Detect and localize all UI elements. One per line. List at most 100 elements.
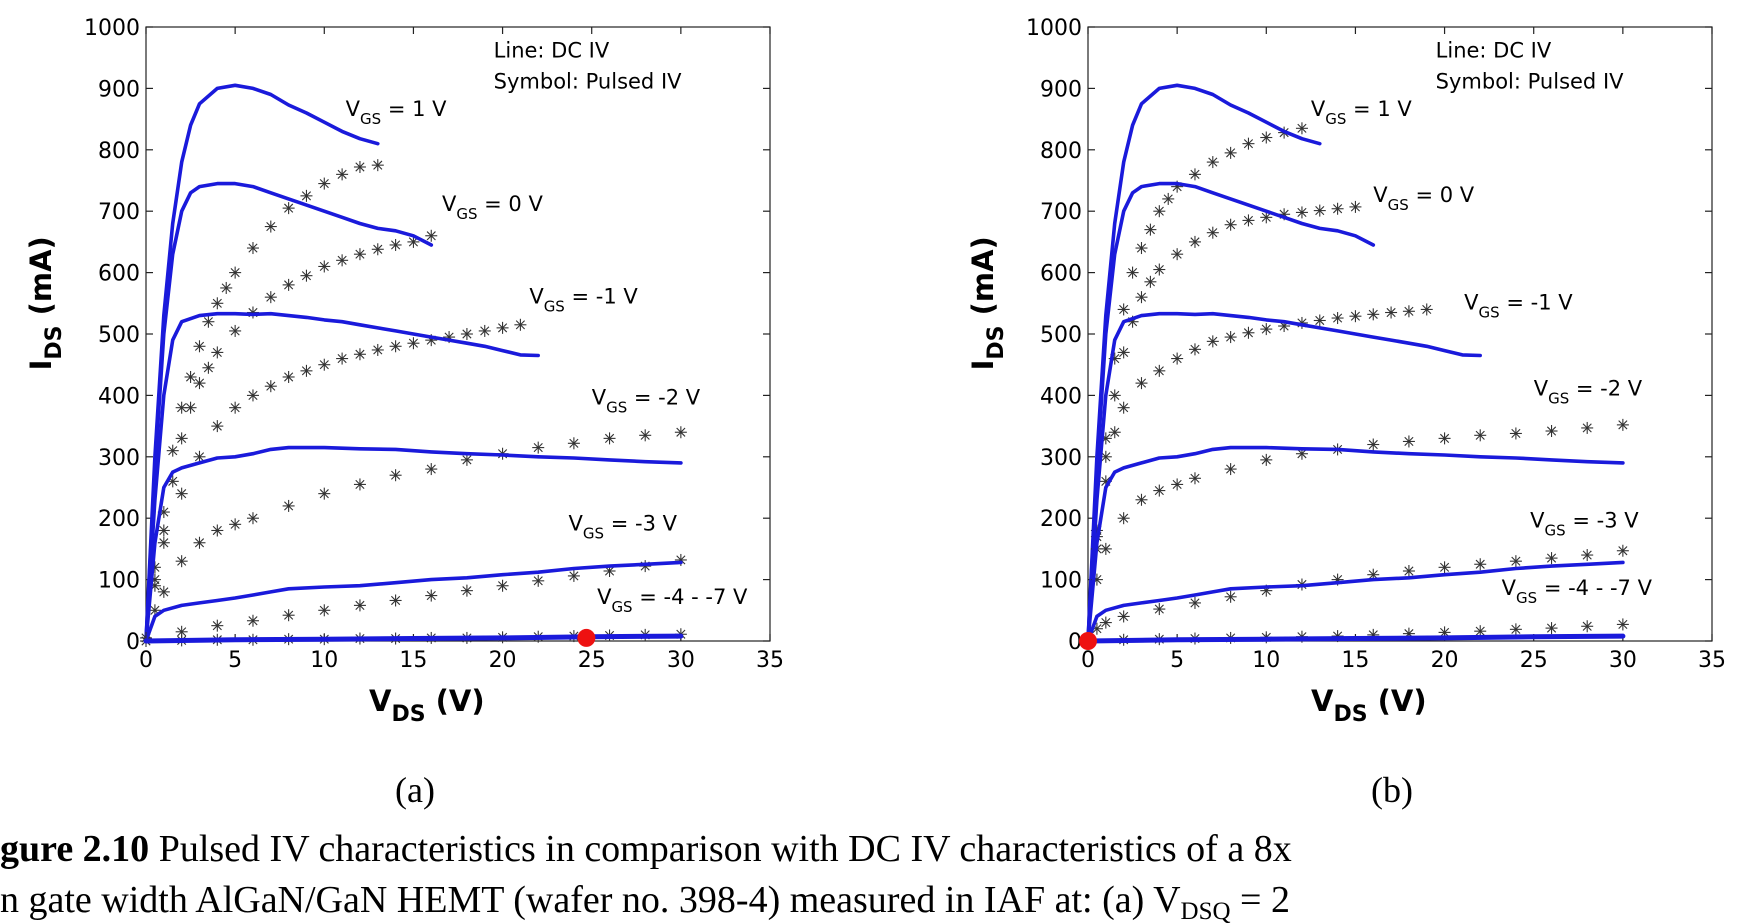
pulsed-point xyxy=(353,599,366,612)
pulsed-point-stroke xyxy=(266,381,276,391)
pulsed-point xyxy=(1260,453,1273,466)
vgs-annotation: VGS = 1 V xyxy=(1311,97,1413,128)
vgs-annotation-v: V xyxy=(597,585,612,609)
legend-text: Line: DC IV xyxy=(1436,39,1552,63)
pulsed-point xyxy=(1135,291,1148,304)
pulsed-point-stroke xyxy=(1101,476,1111,486)
pulsed-point xyxy=(1188,596,1201,609)
pulsed-point-stroke xyxy=(515,320,525,330)
pulsed-point-stroke xyxy=(301,271,312,281)
y-tick-label: 300 xyxy=(98,446,140,471)
pulsed-point xyxy=(1117,512,1130,525)
quiescent-point-marker xyxy=(1079,632,1097,650)
pulsed-point-stroke xyxy=(266,221,276,232)
y-tick-label: 500 xyxy=(1040,323,1082,348)
y-axis-label-unit: (mA) xyxy=(24,236,58,325)
x-axis-label-sub: DS xyxy=(1333,702,1367,727)
pulsed-point-stroke xyxy=(1110,390,1120,400)
pulsed-point-stroke xyxy=(1127,268,1138,278)
pulsed-point-stroke xyxy=(1119,304,1129,315)
pulsed-point-stroke xyxy=(462,586,472,596)
pulsed-point-stroke xyxy=(230,403,240,413)
pulsed-point-stroke xyxy=(301,366,312,376)
pulsed-point-stroke xyxy=(248,243,258,253)
dc-line xyxy=(1086,560,1625,643)
vgs-annotation-v: V xyxy=(569,511,584,535)
y-tick-label: 700 xyxy=(1040,200,1082,225)
pulsed-point xyxy=(246,389,259,402)
pulsed-point-stroke xyxy=(1136,495,1147,505)
pulsed-point-stroke xyxy=(266,292,276,302)
pulsed-point xyxy=(1224,590,1237,603)
vgs-annotation-sub: GS xyxy=(1548,389,1569,407)
pulsed-point-stroke xyxy=(248,390,258,400)
pulsed-point xyxy=(1545,425,1558,438)
series--4-7-V xyxy=(1082,618,1629,647)
pulsed-point xyxy=(318,358,331,371)
y-tick-label: 400 xyxy=(98,384,140,409)
pulsed-point xyxy=(229,266,242,279)
pulsed-point xyxy=(1188,472,1201,485)
pulsed-point xyxy=(1126,266,1139,279)
pulsed-point-stroke xyxy=(203,363,213,373)
pulsed-point xyxy=(229,324,242,337)
pulsed-point-stroke xyxy=(1475,559,1485,569)
pulsed-point xyxy=(1581,421,1594,434)
panel-label-a: (a) xyxy=(395,770,435,810)
pulsed-point xyxy=(264,380,277,393)
pulsed-point-stroke xyxy=(1582,423,1592,433)
pulsed-point xyxy=(1367,438,1380,451)
pulsed-point xyxy=(1224,331,1237,344)
pulsed-point-stroke xyxy=(1136,378,1147,388)
vgs-annotation: VGS = 0 V xyxy=(442,192,544,223)
vgs-annotation-sub: GS xyxy=(1545,521,1566,539)
pulsed-point-stroke xyxy=(373,160,383,170)
pulsed-point-stroke xyxy=(676,427,686,437)
pulsed-point-stroke xyxy=(1439,562,1450,572)
pulsed-point xyxy=(264,291,277,304)
pulsed-point-stroke xyxy=(284,280,294,290)
pulsed-point xyxy=(246,242,259,255)
pulsed-point-stroke xyxy=(426,464,436,474)
dc-line xyxy=(144,83,380,643)
pulsed-point xyxy=(336,254,349,267)
pulsed-point-stroke xyxy=(1154,206,1164,216)
x-axis-label: VDS (V) xyxy=(369,684,485,727)
pulsed-point xyxy=(1331,312,1344,325)
pulsed-point-stroke xyxy=(230,519,240,529)
pulsed-point xyxy=(389,340,402,353)
pulsed-point xyxy=(1295,206,1308,219)
pulsed-point-stroke xyxy=(1297,449,1307,459)
pulsed-point xyxy=(1099,542,1112,555)
y-tick-label: 1000 xyxy=(1026,16,1082,41)
y-axis-label: IDS (mA) xyxy=(24,236,67,370)
pulsed-point xyxy=(514,318,527,331)
pulsed-point xyxy=(282,278,295,291)
pulsed-point-stroke xyxy=(1190,473,1200,483)
pulsed-point-stroke xyxy=(1226,220,1236,230)
pulsed-point-stroke xyxy=(355,479,365,490)
pulsed-point xyxy=(425,229,438,242)
pulsed-point-stroke xyxy=(1404,436,1414,447)
y-tick-label: 700 xyxy=(98,200,140,225)
pulsed-point xyxy=(193,536,206,549)
y-tick-label: 0 xyxy=(1068,630,1082,655)
vgs-annotation-v: V xyxy=(346,97,361,121)
series--1-V xyxy=(1086,303,1482,643)
dc-line xyxy=(144,311,541,643)
pulsed-point-stroke xyxy=(426,231,436,241)
pulsed-point-stroke xyxy=(1172,249,1182,259)
pulsed-point-stroke xyxy=(1582,621,1592,631)
pulsed-point-stroke xyxy=(1154,264,1164,275)
caption-line-1-text: Pulsed IV characteristics in comparison … xyxy=(149,828,1292,870)
pulsed-point-stroke xyxy=(319,605,329,615)
pulsed-point xyxy=(1367,308,1380,321)
pulsed-point-stroke xyxy=(1404,566,1414,576)
vgs-annotation-value: = -4 - -7 V xyxy=(1537,576,1652,600)
pulsed-point xyxy=(496,321,509,334)
pulsed-point-stroke xyxy=(1618,546,1628,556)
pulsed-point-stroke xyxy=(203,317,213,327)
pulsed-point xyxy=(1135,493,1148,506)
legend-text: Symbol: Pulsed IV xyxy=(1436,70,1624,94)
